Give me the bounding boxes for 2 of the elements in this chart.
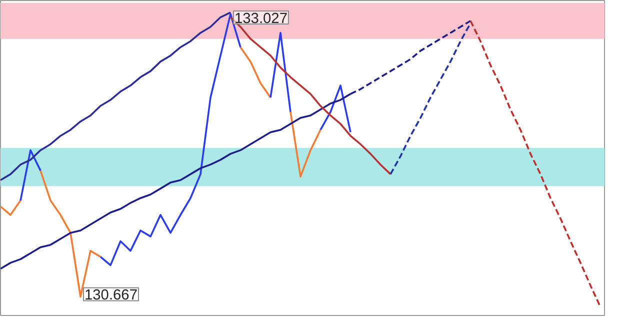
- data-label: 133.027: [234, 11, 288, 28]
- data-label: 130.667: [84, 288, 138, 304]
